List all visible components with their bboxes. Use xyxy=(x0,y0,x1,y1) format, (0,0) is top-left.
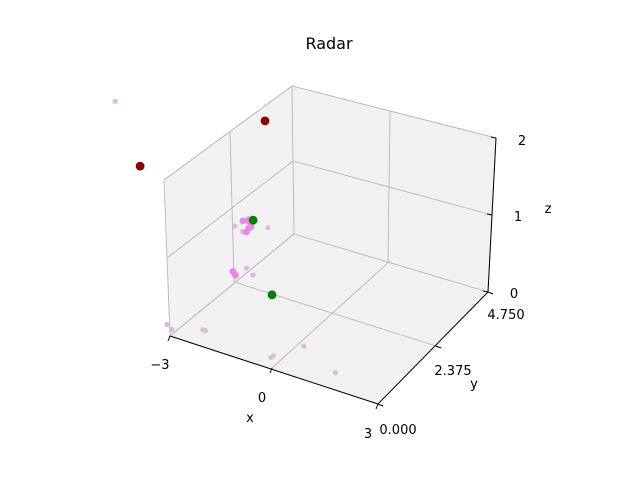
data-point-s0-3 xyxy=(202,328,208,334)
z-tick-label-1: 1 xyxy=(514,210,522,225)
x-tick-label-0: −3 xyxy=(150,358,169,373)
data-point-s0-8 xyxy=(112,98,118,104)
data-point-s0-5 xyxy=(270,353,276,359)
x-tick-mark-1 xyxy=(269,367,273,374)
z-tick-label-2: 2 xyxy=(518,134,526,149)
data-point-s3-0 xyxy=(248,215,258,225)
back-grid-z1 xyxy=(292,160,493,216)
data-point-s1-5 xyxy=(239,217,247,225)
y-tick-label-0: 0.000 xyxy=(379,423,416,438)
data-point-s2-0 xyxy=(135,161,145,171)
data-point-s0-6 xyxy=(332,370,338,376)
z-tick-mark-0 xyxy=(482,290,489,293)
back-grid-x0 xyxy=(387,110,391,262)
data-point-s0-13 xyxy=(232,223,238,229)
z-axis-label: z xyxy=(545,202,552,217)
chart-title: Radar xyxy=(305,34,353,53)
z-tick-label-0: 0 xyxy=(510,287,518,302)
x-tick-mark-2 xyxy=(375,403,379,410)
data-point-s0-1 xyxy=(169,326,175,332)
pane-edge-left-outer xyxy=(163,179,171,337)
data-points xyxy=(112,98,338,376)
y-tick-mark-0 xyxy=(377,403,384,407)
pane-edge-floor-back xyxy=(293,233,489,293)
y-tick-mark-1 xyxy=(435,345,442,349)
pane-edge-vertical xyxy=(291,85,295,235)
x-axis-line xyxy=(169,335,379,405)
data-point-s3-1 xyxy=(267,290,277,300)
floor-grid-ymid xyxy=(233,281,437,347)
left-pane xyxy=(164,86,294,336)
y-axis-label: y xyxy=(470,377,478,392)
floor-grid-x0 xyxy=(271,260,391,369)
y-tick-label-1: 2.375 xyxy=(434,364,471,379)
x-tick-mark-0 xyxy=(167,335,171,342)
data-point-s0-0 xyxy=(164,321,170,328)
axis-lines xyxy=(167,136,497,410)
data-point-s2-1 xyxy=(260,116,270,126)
data-point-s0-7 xyxy=(301,343,307,349)
data-point-s1-2 xyxy=(247,223,255,231)
data-point-s1-7 xyxy=(232,271,239,279)
x-axis-label: x xyxy=(246,411,254,426)
grid-lines xyxy=(163,85,497,369)
z-tick-mark-1 xyxy=(486,213,493,216)
y-axis-line xyxy=(377,291,489,405)
x-tick-label-2: 3 xyxy=(364,427,372,442)
data-point-s0-11 xyxy=(250,272,256,278)
z-tick-mark-2 xyxy=(490,136,497,139)
y-tick-mark-2 xyxy=(487,291,494,295)
back-pane xyxy=(292,86,496,292)
left-grid-z1 xyxy=(166,160,294,259)
pane-edge-floor-left xyxy=(169,233,295,337)
data-point-s0-9 xyxy=(265,225,271,231)
y-tick-label-2: 4.750 xyxy=(487,308,524,323)
data-point-s0-10 xyxy=(243,265,249,271)
x-tick-label-1: 0 xyxy=(258,391,266,406)
left-grid-ymid xyxy=(229,130,235,283)
tick-labels: −3 0 3 0.000 2.375 4.750 0 1 2 xyxy=(150,134,526,442)
